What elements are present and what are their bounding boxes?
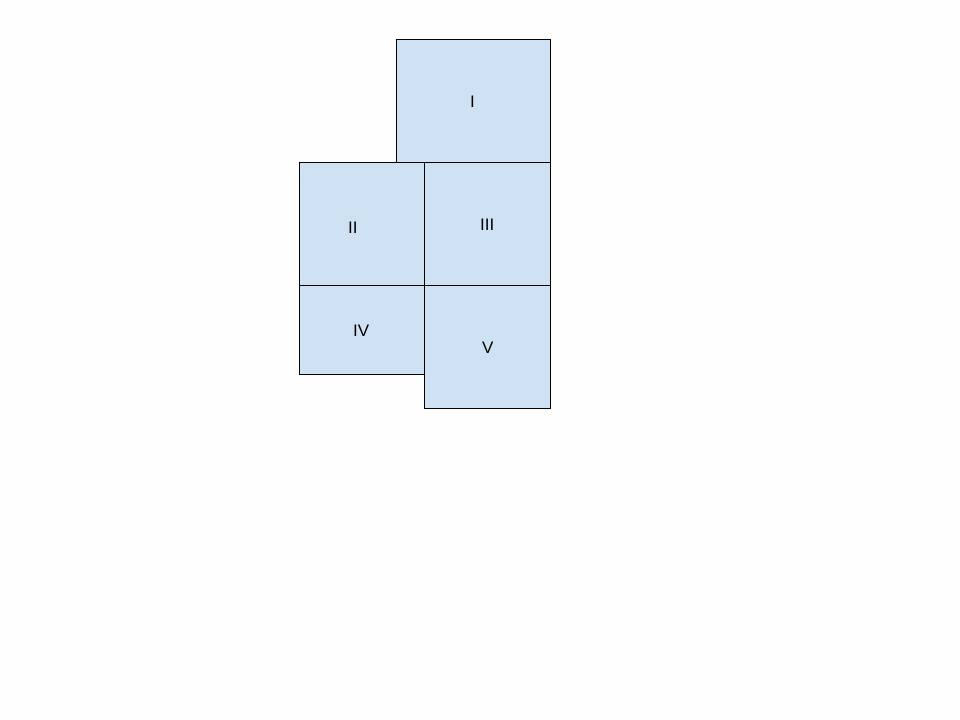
- box-ii-label: II: [348, 218, 358, 237]
- box-iii-label: III: [480, 215, 495, 234]
- box-iv: [299, 285, 425, 375]
- box-ii: [299, 162, 425, 286]
- box-v: [424, 285, 551, 409]
- box-i: [396, 39, 551, 163]
- box-i-label: I: [470, 92, 475, 111]
- box-v-label: V: [482, 338, 494, 357]
- box-iv-label: IV: [353, 321, 370, 340]
